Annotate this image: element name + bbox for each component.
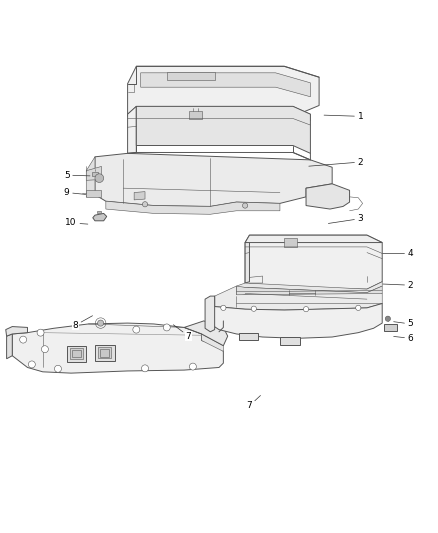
Polygon shape xyxy=(72,350,81,358)
Circle shape xyxy=(163,324,170,331)
Circle shape xyxy=(42,346,48,353)
Circle shape xyxy=(98,320,104,326)
Polygon shape xyxy=(201,334,223,351)
Polygon shape xyxy=(289,293,315,301)
Polygon shape xyxy=(210,286,382,310)
Polygon shape xyxy=(86,190,101,197)
Circle shape xyxy=(20,336,27,343)
Text: 4: 4 xyxy=(383,249,413,258)
Circle shape xyxy=(141,365,148,372)
Polygon shape xyxy=(237,282,382,293)
Polygon shape xyxy=(93,213,107,221)
Text: 9: 9 xyxy=(64,188,86,197)
Polygon shape xyxy=(95,345,115,361)
Polygon shape xyxy=(167,71,215,80)
Circle shape xyxy=(251,306,256,311)
Polygon shape xyxy=(205,296,215,332)
Polygon shape xyxy=(86,166,102,180)
Polygon shape xyxy=(188,111,201,118)
Polygon shape xyxy=(92,172,98,176)
Circle shape xyxy=(95,174,104,182)
Polygon shape xyxy=(70,349,83,359)
Polygon shape xyxy=(127,66,319,116)
Polygon shape xyxy=(384,324,396,331)
Polygon shape xyxy=(100,349,110,357)
Polygon shape xyxy=(245,235,382,243)
Polygon shape xyxy=(86,157,95,197)
Polygon shape xyxy=(127,107,136,154)
Text: 8: 8 xyxy=(73,316,92,330)
Circle shape xyxy=(304,306,309,312)
Circle shape xyxy=(221,305,226,310)
Circle shape xyxy=(243,203,248,208)
Polygon shape xyxy=(184,321,228,346)
Text: 5: 5 xyxy=(64,171,90,180)
Polygon shape xyxy=(245,241,250,283)
Circle shape xyxy=(356,305,361,310)
Polygon shape xyxy=(219,319,228,327)
Text: 1: 1 xyxy=(324,112,364,121)
Polygon shape xyxy=(6,327,28,336)
Text: 6: 6 xyxy=(394,334,413,343)
Polygon shape xyxy=(99,348,111,358)
Circle shape xyxy=(37,329,44,336)
Polygon shape xyxy=(97,211,102,213)
Polygon shape xyxy=(280,337,300,345)
Circle shape xyxy=(385,316,391,321)
Text: 5: 5 xyxy=(394,319,413,328)
Text: 10: 10 xyxy=(65,219,88,228)
Circle shape xyxy=(142,201,148,207)
Polygon shape xyxy=(210,296,382,338)
Polygon shape xyxy=(127,107,311,120)
Text: 2: 2 xyxy=(309,158,363,166)
Text: 3: 3 xyxy=(328,214,364,223)
Polygon shape xyxy=(284,238,297,247)
Polygon shape xyxy=(306,184,350,209)
Polygon shape xyxy=(95,154,332,206)
Polygon shape xyxy=(239,333,258,341)
Polygon shape xyxy=(106,201,280,214)
Text: 7: 7 xyxy=(247,395,261,410)
Circle shape xyxy=(28,361,35,368)
Polygon shape xyxy=(237,286,382,301)
Circle shape xyxy=(133,326,140,333)
Polygon shape xyxy=(245,235,382,289)
Text: 7: 7 xyxy=(173,325,191,341)
Polygon shape xyxy=(136,107,311,154)
Polygon shape xyxy=(7,334,12,359)
Polygon shape xyxy=(67,346,86,362)
Polygon shape xyxy=(134,192,145,200)
Circle shape xyxy=(189,363,196,370)
Polygon shape xyxy=(12,323,223,373)
Polygon shape xyxy=(141,73,311,97)
Text: 2: 2 xyxy=(383,281,413,290)
Circle shape xyxy=(54,365,61,372)
